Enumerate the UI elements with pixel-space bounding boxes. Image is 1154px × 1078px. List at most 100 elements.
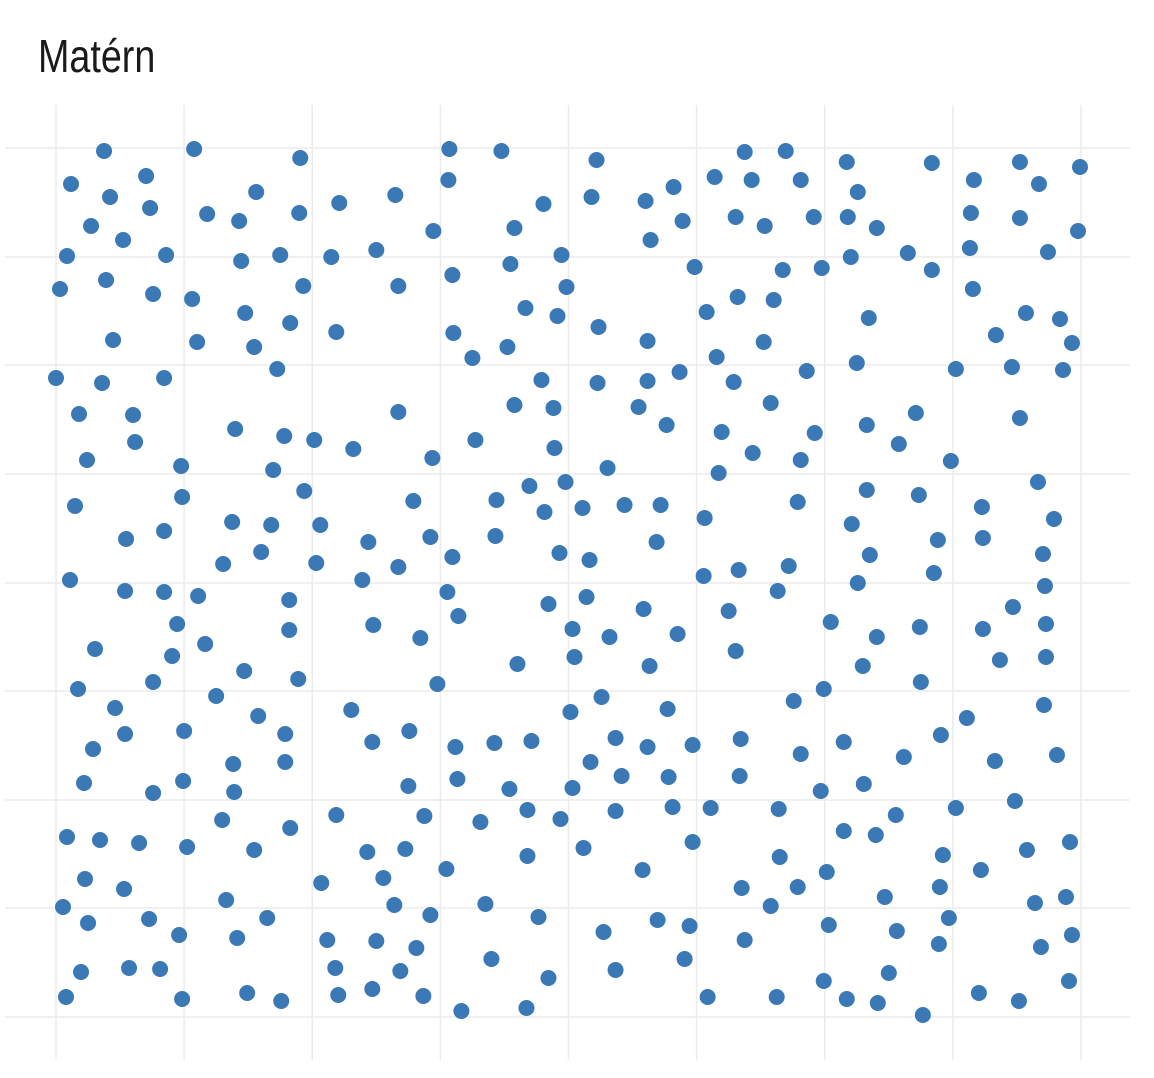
point	[117, 583, 134, 599]
point	[438, 861, 455, 877]
point	[450, 608, 467, 624]
point	[1048, 747, 1065, 763]
point	[765, 292, 782, 308]
point	[519, 848, 536, 864]
point	[931, 879, 948, 895]
point	[269, 361, 286, 377]
point	[589, 375, 606, 391]
point	[246, 339, 263, 355]
point	[281, 592, 298, 608]
point	[102, 189, 119, 205]
point	[540, 970, 557, 986]
point	[1034, 546, 1051, 562]
point	[940, 910, 957, 926]
point	[392, 963, 409, 979]
point	[820, 917, 837, 933]
point	[63, 176, 80, 192]
point	[929, 532, 946, 548]
point	[444, 549, 461, 565]
point	[59, 829, 76, 845]
point	[923, 262, 940, 278]
point	[911, 619, 928, 635]
point	[227, 421, 244, 437]
point	[92, 832, 109, 848]
point	[179, 839, 196, 855]
point	[313, 875, 330, 891]
point	[649, 912, 666, 928]
point	[521, 478, 538, 494]
point	[575, 840, 592, 856]
point	[812, 783, 829, 799]
point	[743, 172, 760, 188]
point	[364, 734, 381, 750]
point	[277, 726, 294, 742]
point	[408, 940, 425, 956]
point	[839, 209, 856, 225]
point	[197, 636, 214, 652]
point	[702, 800, 719, 816]
point	[208, 688, 225, 704]
point	[152, 961, 169, 977]
point	[849, 575, 866, 591]
point	[272, 247, 289, 263]
point	[792, 172, 809, 188]
point	[843, 516, 860, 532]
point	[80, 915, 97, 931]
point	[422, 529, 439, 545]
point	[616, 497, 633, 513]
point	[613, 768, 630, 784]
point	[231, 213, 248, 229]
point	[236, 663, 253, 679]
point	[934, 847, 951, 863]
point	[290, 671, 307, 687]
point	[798, 363, 815, 379]
point	[189, 334, 206, 350]
point	[1026, 895, 1043, 911]
point	[869, 995, 886, 1011]
point	[265, 462, 282, 478]
point	[1011, 210, 1028, 226]
point	[467, 432, 484, 448]
point	[145, 785, 162, 801]
points	[48, 141, 1088, 1023]
point	[502, 256, 519, 272]
point	[190, 588, 207, 604]
point	[439, 584, 456, 600]
point	[972, 862, 989, 878]
point	[676, 951, 693, 967]
point	[1035, 697, 1052, 713]
point	[849, 184, 866, 200]
point	[684, 834, 701, 850]
point	[429, 676, 446, 692]
point	[923, 155, 940, 171]
point	[562, 704, 579, 720]
point	[635, 601, 652, 617]
point	[116, 881, 133, 897]
point	[590, 319, 607, 335]
point	[607, 730, 624, 746]
point	[368, 242, 385, 258]
point	[660, 769, 677, 785]
point	[755, 334, 772, 350]
point	[607, 962, 624, 978]
point	[158, 247, 175, 263]
point	[79, 452, 96, 468]
point	[375, 870, 392, 886]
point	[229, 930, 246, 946]
point	[601, 629, 618, 645]
point	[359, 844, 376, 860]
point	[246, 842, 263, 858]
point	[964, 281, 981, 297]
point	[96, 143, 113, 159]
point	[291, 205, 308, 221]
point	[991, 652, 1008, 668]
point	[710, 465, 727, 481]
point	[731, 768, 748, 784]
point	[70, 681, 87, 697]
point	[1057, 889, 1074, 905]
point	[642, 232, 659, 248]
point	[789, 494, 806, 510]
point	[397, 841, 414, 857]
point	[215, 556, 232, 572]
point	[67, 498, 84, 514]
